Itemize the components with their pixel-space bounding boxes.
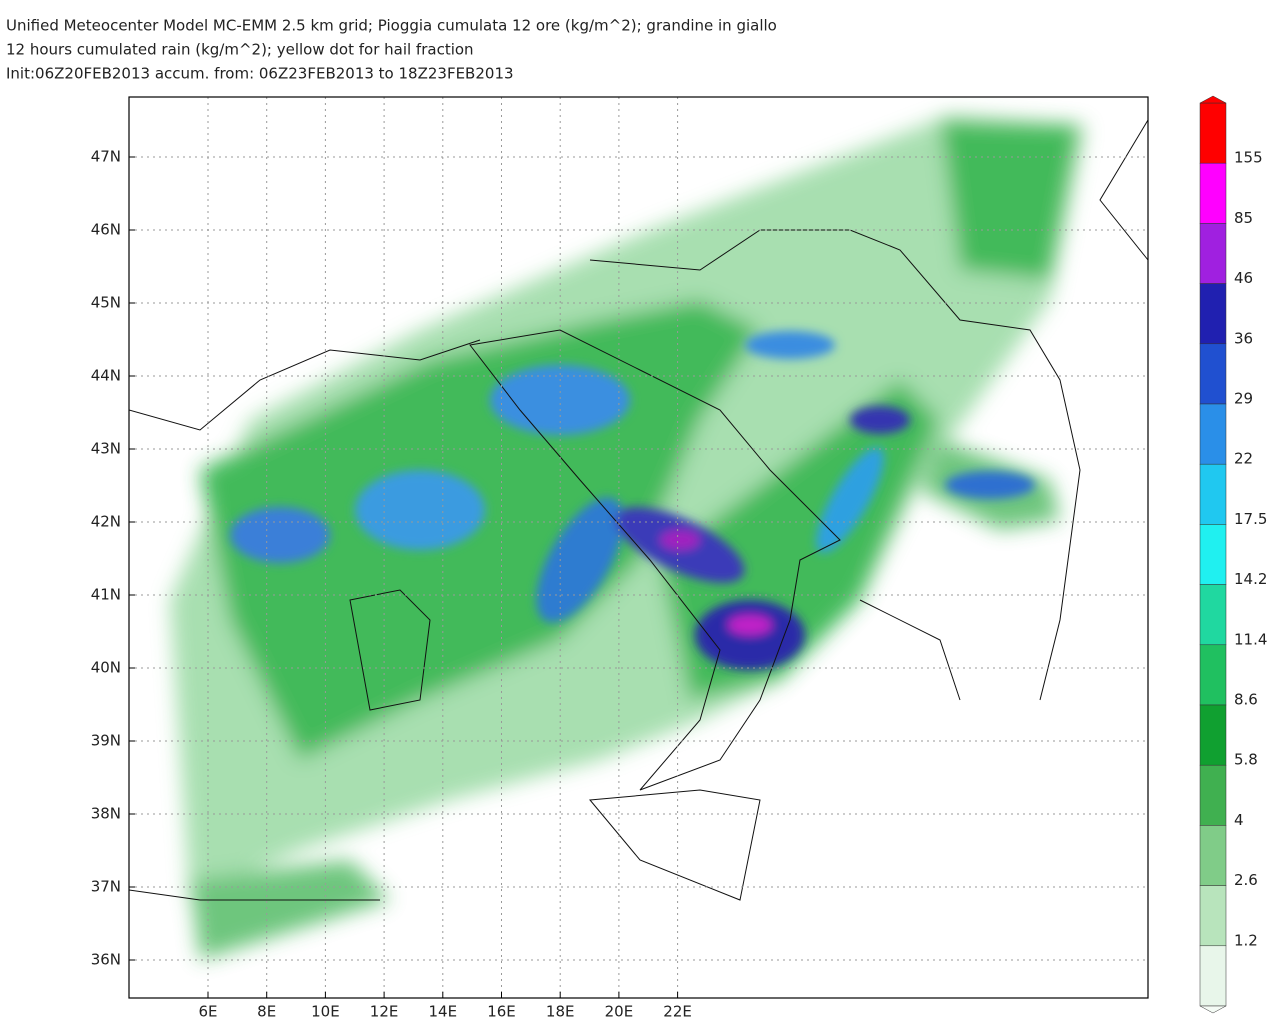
colorbar-segment [1199, 102, 1227, 164]
colorbar-segment [1199, 945, 1227, 1007]
colorbar-segment [1199, 283, 1227, 345]
lon-label: 16E [487, 1003, 516, 1021]
colorbar-label: 5.8 [1234, 751, 1258, 769]
colorbar-arrow [1199, 95, 1227, 104]
lat-label: 39N [91, 732, 121, 750]
colorbar-label: 85 [1234, 209, 1253, 227]
colorbar-label: 29 [1234, 390, 1253, 408]
colorbar-segment [1199, 704, 1227, 766]
graticule [129, 97, 1148, 998]
lon-label: 6E [198, 1003, 217, 1021]
lon-label: 20E [605, 1003, 634, 1021]
colorbar-segment [1199, 162, 1227, 224]
title-line: 12 hours cumulated rain (kg/m^2); yellow… [6, 41, 474, 59]
lat-label: 43N [91, 440, 121, 458]
colorbar-label: 11.4 [1234, 630, 1267, 648]
title-line: Unified Meteocenter Model MC-EMM 2.5 km … [6, 17, 777, 35]
rain-field [129, 115, 1148, 960]
lon-label: 12E [370, 1003, 399, 1021]
lon-label: 18E [546, 1003, 575, 1021]
colorbar-label: 46 [1234, 269, 1253, 287]
lon-label: 8E [257, 1003, 276, 1021]
colorbar-segment [1199, 885, 1227, 947]
lon-label: 10E [311, 1003, 340, 1021]
colorbar-segment [1199, 223, 1227, 284]
lon-label: 22E [663, 1003, 692, 1021]
lat-label: 46N [91, 221, 121, 239]
colorbar-segment [1199, 403, 1227, 465]
colorbar: 155 85 46 36 29 22 17.5 14.2 11.4 8.6 5.8 4 2.6 1.2 [1199, 95, 1267, 1014]
colorbar-label: 4 [1234, 811, 1244, 829]
colorbar-segment [1199, 825, 1227, 886]
colorbar-segment [1199, 343, 1227, 405]
colorbar-label: 36 [1234, 329, 1253, 347]
lat-label: 41N [91, 586, 121, 604]
colorbar-label: 17.5 [1234, 510, 1267, 528]
colorbar-segment [1199, 524, 1227, 585]
colorbar-label: 155 [1234, 149, 1263, 167]
map-frame [128, 96, 1149, 999]
lat-label: 42N [91, 513, 121, 531]
lon-label: 14E [429, 1003, 458, 1021]
colorbar-label: 22 [1234, 450, 1253, 468]
lat-label: 38N [91, 805, 121, 823]
title-line: Init:06Z20FEB2013 accum. from: 06Z23FEB2… [6, 65, 514, 83]
colorbar-label: 1.2 [1234, 931, 1258, 949]
lat-label: 37N [91, 878, 121, 896]
colorbar-segment [1199, 463, 1227, 525]
lat-label: 36N [91, 951, 121, 969]
lat-label: 44N [91, 367, 121, 385]
colorbar-label: 8.6 [1234, 691, 1258, 709]
lat-label: 40N [91, 659, 121, 677]
colorbar-segment [1199, 644, 1227, 706]
colorbar-segment [1199, 764, 1227, 826]
colorbar-arrow [1199, 1005, 1227, 1014]
colorbar-label: 14.2 [1234, 570, 1267, 588]
lat-label: 45N [91, 294, 121, 312]
colorbar-segment [1199, 584, 1227, 646]
colorbar-label: 2.6 [1234, 871, 1258, 889]
lat-label: 47N [91, 148, 121, 166]
